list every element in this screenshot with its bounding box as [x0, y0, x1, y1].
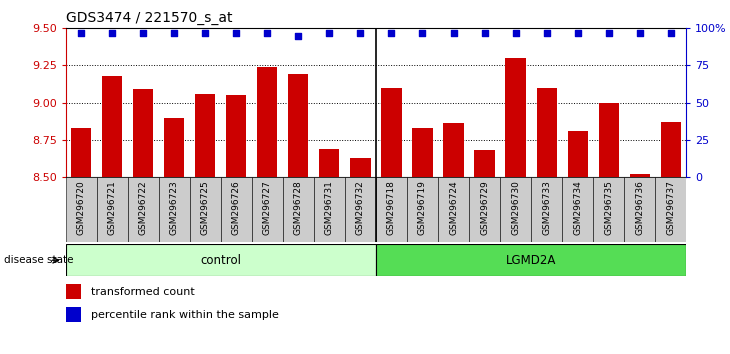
Bar: [443, 124, 464, 177]
Bar: [319, 149, 339, 177]
Bar: [562, 177, 593, 242]
Point: [634, 30, 645, 36]
Point: [75, 30, 87, 36]
Point: [137, 30, 149, 36]
Bar: [190, 177, 220, 242]
Text: GSM296733: GSM296733: [542, 180, 551, 235]
Text: GSM296724: GSM296724: [449, 180, 458, 235]
Bar: [133, 89, 153, 177]
Bar: [288, 74, 309, 177]
Bar: [407, 177, 438, 242]
Point: [169, 30, 180, 36]
Text: GSM296728: GSM296728: [294, 180, 303, 235]
Text: GSM296730: GSM296730: [511, 180, 520, 235]
Text: GSM296725: GSM296725: [201, 180, 210, 235]
Text: GSM296723: GSM296723: [170, 180, 179, 235]
Point: [323, 30, 335, 36]
Point: [603, 30, 615, 36]
Bar: [624, 177, 655, 242]
Point: [385, 30, 397, 36]
Bar: [469, 177, 500, 242]
Text: control: control: [200, 254, 242, 267]
Bar: [71, 128, 91, 177]
Bar: [412, 128, 433, 177]
Point: [417, 30, 429, 36]
Text: GSM296719: GSM296719: [418, 180, 427, 235]
Text: GSM296737: GSM296737: [666, 180, 675, 235]
Bar: [226, 95, 247, 177]
Bar: [66, 177, 96, 242]
Bar: [314, 177, 345, 242]
Bar: [537, 88, 557, 177]
Point: [665, 30, 677, 36]
Bar: [376, 244, 686, 276]
Bar: [96, 177, 128, 242]
Bar: [102, 76, 123, 177]
Text: GDS3474 / 221570_s_at: GDS3474 / 221570_s_at: [66, 11, 232, 25]
Text: disease state: disease state: [4, 255, 73, 265]
Bar: [66, 307, 81, 322]
Point: [107, 30, 118, 36]
Bar: [655, 177, 686, 242]
Text: GSM296726: GSM296726: [232, 180, 241, 235]
Bar: [593, 177, 624, 242]
Point: [510, 30, 521, 36]
Point: [447, 30, 459, 36]
Point: [199, 30, 211, 36]
Text: GSM296729: GSM296729: [480, 180, 489, 235]
Point: [293, 33, 304, 39]
Text: GSM296735: GSM296735: [604, 180, 613, 235]
Bar: [438, 177, 469, 242]
Bar: [164, 118, 185, 177]
Bar: [505, 58, 526, 177]
Bar: [220, 177, 252, 242]
Point: [541, 30, 553, 36]
Point: [572, 30, 583, 36]
Text: GSM296731: GSM296731: [325, 180, 334, 235]
Bar: [381, 88, 402, 177]
Bar: [350, 158, 371, 177]
Bar: [567, 131, 588, 177]
Bar: [257, 67, 277, 177]
Text: LGMD2A: LGMD2A: [506, 254, 556, 267]
Bar: [195, 94, 215, 177]
Bar: [345, 177, 376, 242]
Text: GSM296727: GSM296727: [263, 180, 272, 235]
Bar: [283, 177, 314, 242]
Bar: [599, 103, 619, 177]
Point: [479, 30, 491, 36]
Text: GSM296734: GSM296734: [573, 180, 582, 235]
Bar: [128, 177, 159, 242]
Text: percentile rank within the sample: percentile rank within the sample: [91, 310, 278, 320]
Text: GSM296718: GSM296718: [387, 180, 396, 235]
Bar: [500, 177, 531, 242]
Text: GSM296721: GSM296721: [108, 180, 117, 235]
Text: GSM296720: GSM296720: [77, 180, 85, 235]
Bar: [158, 177, 190, 242]
Bar: [474, 150, 495, 177]
Point: [261, 30, 273, 36]
Bar: [66, 284, 81, 299]
Text: GSM296736: GSM296736: [635, 180, 644, 235]
Bar: [252, 177, 283, 242]
Bar: [629, 174, 650, 177]
Bar: [531, 177, 562, 242]
Text: GSM296722: GSM296722: [139, 180, 147, 235]
Bar: [66, 244, 376, 276]
Bar: [661, 122, 681, 177]
Bar: [376, 177, 407, 242]
Point: [231, 30, 242, 36]
Point: [355, 30, 366, 36]
Text: GSM296732: GSM296732: [356, 180, 365, 235]
Text: transformed count: transformed count: [91, 287, 194, 297]
